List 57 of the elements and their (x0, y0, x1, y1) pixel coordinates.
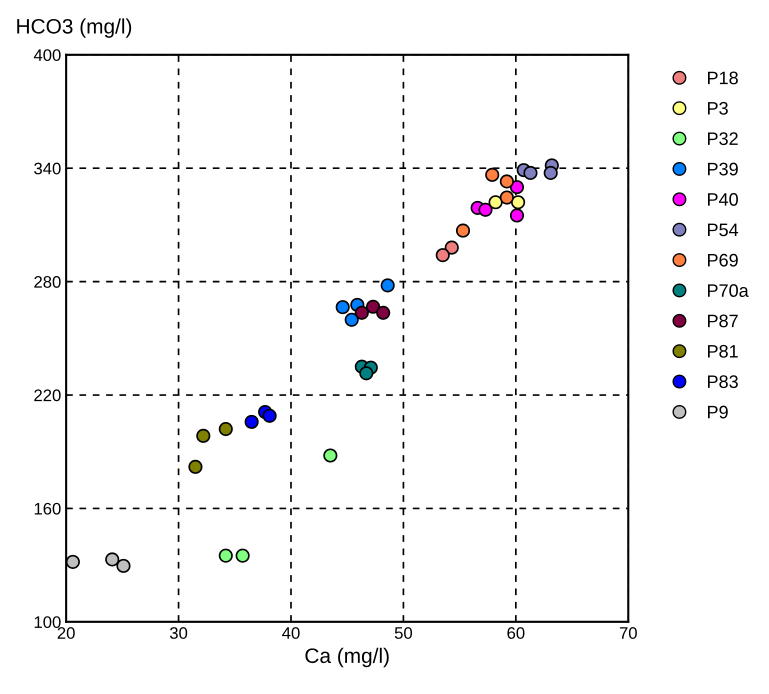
point (196, 428, 210, 443)
x-tick-label: 20 (58, 627, 75, 639)
point (510, 208, 524, 223)
legend-label: P69 (708, 254, 738, 267)
point (456, 224, 470, 238)
y-tick-label: 340 (34, 162, 61, 174)
x-tick-label: 60 (507, 627, 524, 639)
x-tick-label: 40 (282, 627, 300, 639)
point (511, 195, 526, 210)
point (380, 278, 395, 292)
point (218, 548, 233, 563)
point (510, 180, 524, 194)
legend-label: P83 (708, 375, 738, 388)
point (236, 548, 250, 563)
point (323, 448, 338, 463)
legend-label: P9 (708, 406, 728, 418)
point (66, 554, 80, 569)
point (488, 195, 503, 210)
legend-label: P39 (708, 162, 738, 176)
point (500, 190, 514, 205)
y-tick-label: 160 (34, 502, 61, 515)
point (262, 408, 277, 423)
point (354, 306, 369, 320)
legend-label: P87 (708, 314, 738, 328)
point (366, 300, 380, 314)
legend-label: P81 (708, 344, 738, 358)
point (359, 366, 374, 380)
legend-label: P40 (708, 193, 738, 206)
point (436, 248, 450, 262)
point (376, 306, 390, 320)
legend-label: P18 (708, 72, 738, 84)
point (478, 202, 493, 217)
y-tick-label: 400 (34, 49, 61, 62)
point (218, 422, 233, 436)
y-axis-title: HCO3 (mg/l) (17, 18, 132, 38)
point (336, 300, 350, 314)
point (500, 174, 514, 188)
point (523, 166, 538, 180)
point (105, 552, 120, 566)
y-tick-label: 220 (34, 389, 61, 402)
point (544, 166, 558, 180)
legend-label: P32 (708, 132, 738, 146)
point (344, 312, 359, 327)
point (116, 558, 131, 573)
x-tick-label: 70 (620, 627, 637, 639)
x-axis-title: Ca (mg/l) (305, 648, 389, 668)
point (244, 414, 259, 429)
legend-label: P3 (708, 102, 728, 115)
legend-label: P70a (708, 284, 749, 297)
point (485, 168, 500, 182)
legend-label: P54 (708, 224, 738, 236)
point (444, 240, 459, 255)
y-tick-label: 100 (34, 616, 61, 628)
x-tick-label: 50 (394, 627, 412, 639)
x-tick-label: 30 (170, 627, 188, 639)
y-tick-label: 280 (34, 276, 61, 288)
point (188, 460, 202, 474)
